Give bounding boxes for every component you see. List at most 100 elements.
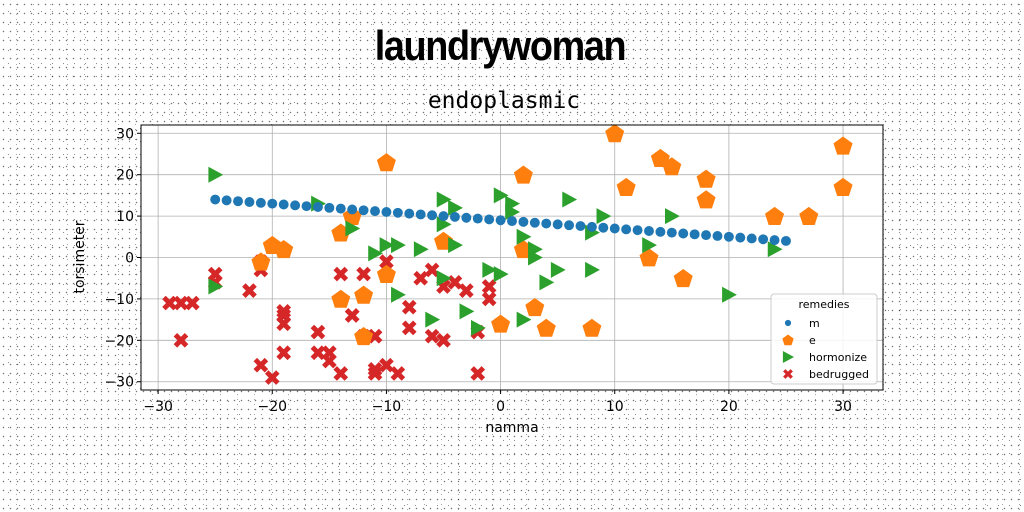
data-point [345,220,361,237]
data-point [507,216,517,227]
x-tick-label: −30 [143,399,173,415]
data-point [644,226,654,236]
data-point [598,222,609,233]
data-point [347,204,358,215]
data-point [621,224,632,235]
data-point [616,177,636,196]
data-point [575,221,586,231]
series-bedrugged [162,254,497,385]
data-point [481,279,497,294]
data-point [712,231,723,241]
data-point [379,237,395,254]
data-point [301,201,312,212]
data-point [689,229,700,240]
data-point [539,274,555,291]
data-point [673,269,693,288]
data-point [424,328,440,344]
data-point [210,194,221,205]
data-point [251,252,271,271]
data-point [767,241,783,258]
data-point [596,208,612,225]
data-point [491,314,511,333]
series-m [210,194,791,246]
data-point [424,262,440,278]
x-tick-label: 20 [720,399,738,415]
data-point [493,266,509,283]
data-point [173,332,189,348]
data-point [335,203,346,214]
data-point [436,332,451,348]
data-point [605,124,625,143]
y-tick-label: −10 [104,292,134,308]
data-point [696,169,716,188]
data-point [322,345,337,361]
data-point [415,209,426,220]
y-tick-label: 30 [116,126,134,142]
data-point [392,207,403,218]
data-point [723,231,734,242]
data-point [367,366,383,381]
data-point [758,234,769,245]
data-point [529,217,540,228]
data-point [404,208,415,219]
data-point [470,319,486,336]
data-point [376,264,396,283]
legend-title: remedies [798,298,849,311]
legend-label-hormonize: hormonize [809,351,867,364]
data-point [244,197,255,207]
data-point [696,190,716,209]
data-point [278,199,289,210]
data-point [344,308,360,323]
data-point [799,206,819,225]
data-point [354,327,374,346]
data-point [436,270,452,287]
data-point [376,153,396,172]
data-point [425,311,441,328]
data-point [221,195,232,206]
data-point [722,286,737,303]
data-point [632,225,643,236]
data-point [207,266,223,282]
data-point [401,299,417,315]
x-tick-label: −20 [258,399,288,415]
data-point [368,245,384,262]
data-point [470,366,486,381]
data-point [481,291,497,307]
data-point [655,226,666,237]
data-point [324,202,335,213]
data-point [185,295,200,311]
data-point [662,157,682,176]
x-tick-label: 30 [834,399,852,415]
chart-title: laundrywoman [374,22,627,69]
y-tick-label: −30 [104,375,134,391]
data-point [276,303,292,319]
data-point [381,206,392,217]
data-point [391,237,406,254]
data-point [333,266,349,282]
data-point [367,328,383,344]
data-point [242,283,257,298]
legend-label-m: m [809,317,820,330]
data-point [701,230,712,241]
data-point [666,227,677,238]
data-point [253,357,269,373]
data-point [516,228,532,245]
data-point [449,211,460,222]
chart-subtitle: endoplasmic [427,88,581,114]
data-point [505,203,520,220]
data-point [586,221,597,232]
data-point [379,254,394,269]
x-tick-label: 0 [496,399,505,415]
data-point [276,345,292,361]
data-point [552,219,563,230]
data-point [436,216,452,233]
data-point [438,211,449,222]
y-tick-label: 20 [116,168,134,184]
legend-marker-m [784,319,792,327]
series-e [251,124,853,346]
legend-label-e: e [809,334,816,347]
data-point [833,136,853,155]
data-point [493,187,509,204]
data-point [482,261,498,278]
data-point [333,366,349,381]
